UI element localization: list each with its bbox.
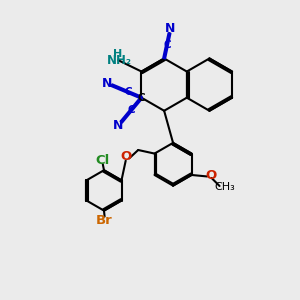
Text: C: C [163, 40, 171, 50]
Text: C: C [127, 105, 135, 116]
Text: Br: Br [96, 214, 113, 227]
Text: C: C [124, 87, 132, 97]
Text: Cl: Cl [96, 154, 110, 167]
Text: N: N [113, 119, 123, 132]
Text: O: O [205, 169, 216, 182]
Text: H: H [113, 49, 122, 59]
Text: CH₃: CH₃ [214, 182, 235, 192]
Text: C: C [138, 93, 145, 103]
Text: O: O [121, 150, 132, 163]
Text: N: N [165, 22, 176, 35]
Text: N: N [102, 77, 112, 90]
Text: NH₂: NH₂ [106, 54, 131, 67]
